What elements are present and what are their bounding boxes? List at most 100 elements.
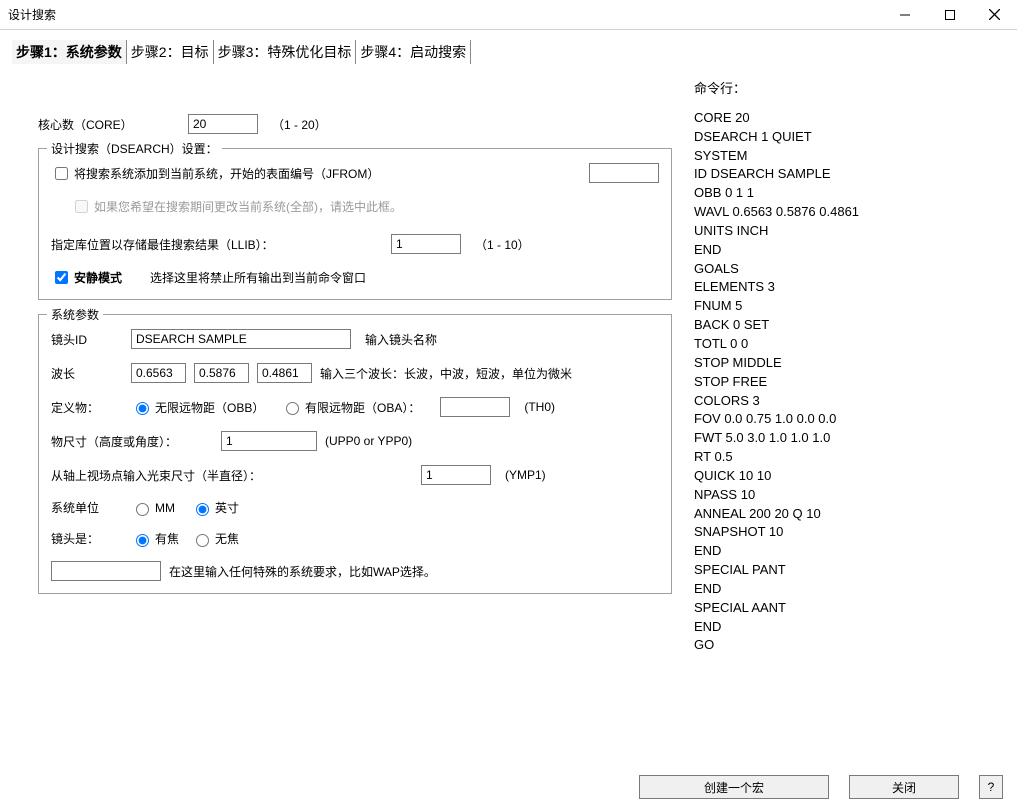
command-line: FWT 5.0 3.0 1.0 1.0 1.0 xyxy=(694,429,997,448)
command-line: BACK 0 SET xyxy=(694,316,997,335)
system-group: 系统参数 镜头ID 输入镜头名称 波长 输入三个波长：长波，中波，短波，单位为微… xyxy=(38,314,672,594)
allmod-label: 如果您希望在搜索期间更改当前系统(全部)，请选中此框。 xyxy=(94,198,402,215)
jfrom-row: 将搜索系统添加到当前系统，开始的表面编号（JFROM） xyxy=(51,163,659,183)
objsize-hint: (UPP0 or YPP0) xyxy=(325,434,412,448)
jfrom-label: 将搜索系统添加到当前系统，开始的表面编号（JFROM） xyxy=(74,165,589,182)
oba-radio[interactable] xyxy=(286,402,299,415)
llib-range: （1 - 10） xyxy=(475,236,530,253)
command-line: END xyxy=(694,580,997,599)
command-line: SPECIAL AANT xyxy=(694,599,997,618)
minimize-button[interactable] xyxy=(882,0,927,30)
units-label: 系统单位 xyxy=(51,499,131,516)
lensis-afocal-label: 无焦 xyxy=(215,530,239,547)
lensis-afocal-radio[interactable] xyxy=(196,534,209,547)
command-line: SYSTEM xyxy=(694,147,997,166)
th0-input[interactable] xyxy=(440,397,510,417)
command-line-pane: 命令行： CORE 20DSEARCH 1 QUIETSYSTEMID DSEA… xyxy=(680,70,1007,765)
allmod-row: 如果您希望在搜索期间更改当前系统(全部)，请选中此框。 xyxy=(71,197,659,216)
quiet-label: 安静模式 xyxy=(74,269,122,286)
special-input[interactable] xyxy=(51,561,161,581)
lensis-focal-option[interactable]: 有焦 xyxy=(131,530,191,547)
quiet-row: 安静模式 选择这里将禁止所有输出到当前命令窗口 xyxy=(51,268,659,287)
wav1-input[interactable] xyxy=(131,363,186,383)
command-line-header: 命令行： xyxy=(694,80,997,99)
objsize-input[interactable] xyxy=(221,431,317,451)
lensid-row: 镜头ID 输入镜头名称 xyxy=(51,329,659,349)
tab-step4[interactable]: 步骤4：启动搜索 xyxy=(356,40,471,64)
quiet-checkbox[interactable] xyxy=(55,271,68,284)
command-line: TOTL 0 0 xyxy=(694,335,997,354)
command-line: STOP FREE xyxy=(694,373,997,392)
ymp1-label: 从轴上视场点输入光束尺寸（半直径）： xyxy=(51,467,421,484)
command-line: FNUM 5 xyxy=(694,297,997,316)
core-row: 核心数（CORE） （1 - 20） xyxy=(38,114,672,134)
dsearch-legend: 设计搜索（DSEARCH）设置： xyxy=(47,140,222,157)
command-line: OBB 0 1 1 xyxy=(694,184,997,203)
lensid-input[interactable] xyxy=(131,329,351,349)
core-input[interactable] xyxy=(188,114,258,134)
command-line: NPASS 10 xyxy=(694,486,997,505)
maximize-button[interactable] xyxy=(927,0,972,30)
obb-radio[interactable] xyxy=(136,402,149,415)
tab-step3[interactable]: 步骤3：特殊优化目标 xyxy=(214,40,357,64)
jfrom-checkbox[interactable] xyxy=(55,167,68,180)
allmod-checkbox xyxy=(75,200,88,213)
units-inch-option[interactable]: 英寸 xyxy=(191,499,239,516)
command-line: UNITS INCH xyxy=(694,222,997,241)
llib-label: 指定库位置以存储最佳搜索结果（LLIB）： xyxy=(51,236,391,253)
command-line: ELEMENTS 3 xyxy=(694,278,997,297)
help-button[interactable]: ? xyxy=(979,775,1003,799)
special-hint: 在这里输入任何特殊的系统要求，比如WAP选择。 xyxy=(169,563,436,580)
units-inch-label: 英寸 xyxy=(215,499,239,516)
units-inch-radio[interactable] xyxy=(196,503,209,516)
core-label: 核心数（CORE） xyxy=(38,116,188,133)
command-line: GO xyxy=(694,636,997,655)
oba-label: 有限远物距（OBA）： xyxy=(305,399,420,416)
command-line: COLORS 3 xyxy=(694,392,997,411)
command-line: QUICK 10 10 xyxy=(694,467,997,486)
objsize-label: 物尺寸（高度或角度）： xyxy=(51,433,221,450)
minimize-icon xyxy=(900,10,910,20)
wav2-input[interactable] xyxy=(194,363,249,383)
objsize-row: 物尺寸（高度或角度）： (UPP0 or YPP0) xyxy=(51,431,659,451)
dsearch-group: 设计搜索（DSEARCH）设置： 将搜索系统添加到当前系统，开始的表面编号（JF… xyxy=(38,148,672,300)
wav3-input[interactable] xyxy=(257,363,312,383)
jfrom-input[interactable] xyxy=(589,163,659,183)
window-title: 设计搜索 xyxy=(8,6,882,23)
command-line: WAVL 0.6563 0.5876 0.4861 xyxy=(694,203,997,222)
units-row: 系统单位 MM 英寸 xyxy=(51,499,659,516)
lensid-label: 镜头ID xyxy=(51,331,131,348)
units-mm-label: MM xyxy=(155,501,175,515)
llib-row: 指定库位置以存储最佳搜索结果（LLIB）： （1 - 10） xyxy=(51,234,659,254)
obb-option[interactable]: 无限远物距（OBB） xyxy=(131,399,281,416)
command-line: FOV 0.0 0.75 1.0 0.0 0.0 xyxy=(694,410,997,429)
close-button[interactable]: 关闭 xyxy=(849,775,959,799)
core-range: （1 - 20） xyxy=(272,116,327,133)
tab-step1[interactable]: 步骤1：系统参数 xyxy=(12,40,127,64)
lensis-focal-label: 有焦 xyxy=(155,530,179,547)
llib-input[interactable] xyxy=(391,234,461,254)
close-window-button[interactable] xyxy=(972,0,1017,30)
lensis-focal-radio[interactable] xyxy=(136,534,149,547)
command-line: STOP MIDDLE xyxy=(694,354,997,373)
units-mm-radio[interactable] xyxy=(136,503,149,516)
ymp1-input[interactable] xyxy=(421,465,491,485)
lensis-afocal-option[interactable]: 无焦 xyxy=(191,530,239,547)
step-tabs: 步骤1：系统参数 步骤2：目标 步骤3：特殊优化目标 步骤4：启动搜索 xyxy=(0,30,1017,64)
create-macro-button[interactable]: 创建一个宏 xyxy=(639,775,829,799)
tab-step2[interactable]: 步骤2：目标 xyxy=(127,40,214,64)
units-mm-option[interactable]: MM xyxy=(131,500,191,516)
command-line: ANNEAL 200 20 Q 10 xyxy=(694,505,997,524)
wav-label: 波长 xyxy=(51,365,131,382)
obb-label: 无限远物距（OBB） xyxy=(155,399,264,416)
objdef-row: 定义物： 无限远物距（OBB） 有限远物距（OBA）： (TH0) xyxy=(51,397,659,417)
quiet-desc: 选择这里将禁止所有输出到当前命令窗口 xyxy=(150,269,366,286)
command-line: GOALS xyxy=(694,260,997,279)
left-pane: 核心数（CORE） （1 - 20） 设计搜索（DSEARCH）设置： 将搜索系… xyxy=(10,70,680,765)
special-row: 在这里输入任何特殊的系统要求，比如WAP选择。 xyxy=(51,561,659,581)
bottom-bar: 创建一个宏 关闭 ? xyxy=(0,765,1017,809)
lensis-row: 镜头是： 有焦 无焦 xyxy=(51,530,659,547)
command-line: ID DSEARCH SAMPLE xyxy=(694,165,997,184)
wav-hint: 输入三个波长：长波，中波，短波，单位为微米 xyxy=(320,365,572,382)
oba-option[interactable]: 有限远物距（OBA）： xyxy=(281,399,420,416)
